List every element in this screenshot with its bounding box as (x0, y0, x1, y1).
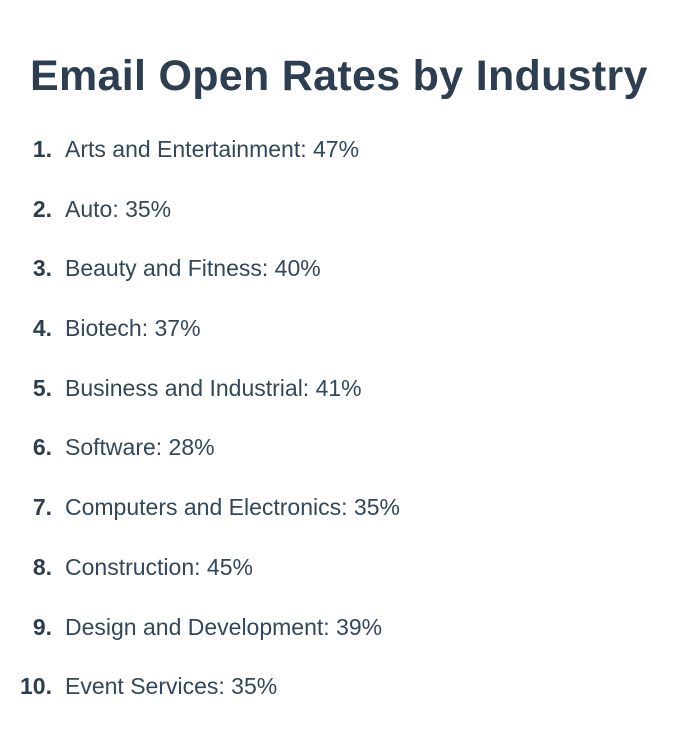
item-text: Construction: 45% (65, 553, 253, 580)
item-text: Event Services: 35% (65, 673, 278, 700)
item-text: Business and Industrial: 41% (65, 374, 362, 401)
list-item: 4. Biotech: 37% (0, 315, 400, 375)
item-text: Computers and Electronics: 35% (65, 494, 400, 521)
item-number: 2. (32, 195, 52, 222)
item-number: 8. (32, 553, 52, 580)
list-item: 2. Auto: 35% (0, 196, 400, 256)
item-number: 6. (32, 434, 52, 461)
item-number: 7. (32, 494, 52, 521)
item-text: Beauty and Fitness: 40% (65, 255, 321, 282)
list-item: 6. Software: 28% (0, 434, 400, 494)
item-number: 10. (20, 673, 52, 700)
item-number: 3. (32, 255, 52, 282)
item-text: Arts and Entertainment: 47% (65, 136, 360, 162)
item-text: Auto: 35% (65, 195, 172, 222)
list-item: 7. Computers and Electronics: 35% (0, 494, 400, 554)
list-item: 10. Event Services: 35% (0, 673, 400, 733)
item-text: Design and Development: 39% (65, 613, 383, 640)
item-number: 5. (32, 374, 52, 401)
list-item: 1. Arts and Entertainment: 47% (0, 136, 400, 196)
item-number: 1. (32, 136, 52, 162)
item-text: Software: 28% (65, 434, 215, 461)
list-item: 8. Construction: 45% (0, 554, 400, 614)
item-text: Biotech: 37% (65, 315, 201, 342)
industry-open-rate-list: 1. Arts and Entertainment: 47% 2. Auto: 35… (0, 136, 400, 733)
item-number: 4. (32, 315, 52, 342)
page-title: Email Open Rates by Industry (30, 52, 648, 100)
list-item: 5. Business and Industrial: 41% (0, 375, 400, 435)
item-number: 9. (32, 613, 52, 640)
list-item: 3. Beauty and Fitness: 40% (0, 255, 400, 315)
list-item: 9. Design and Development: 39% (0, 614, 400, 674)
